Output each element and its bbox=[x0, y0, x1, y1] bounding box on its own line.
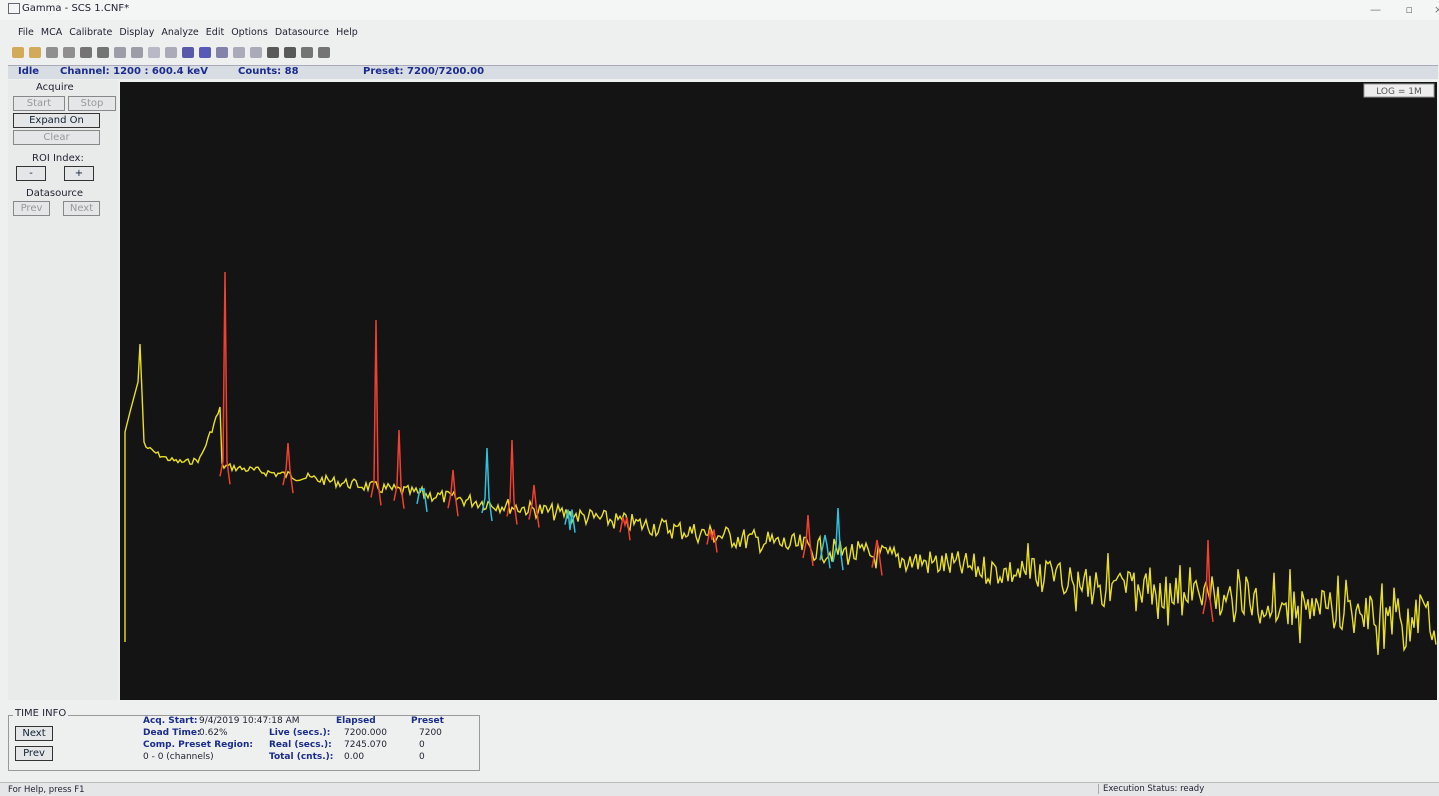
start-button[interactable]: Start bbox=[13, 96, 65, 111]
toolbar-icon[interactable] bbox=[301, 47, 313, 58]
toolbar-icon[interactable] bbox=[233, 47, 245, 58]
row-label: Real (secs.): bbox=[269, 740, 332, 750]
sidebar: Acquire Start Stop Expand On Clear ROI I… bbox=[8, 80, 118, 700]
plot-background bbox=[120, 82, 1437, 700]
dead-time-label: Dead Time: bbox=[143, 728, 201, 738]
toolbar-icon[interactable] bbox=[80, 47, 92, 58]
menu-item[interactable]: Help bbox=[336, 27, 358, 38]
time-value: 7200.000 bbox=[344, 728, 387, 738]
time-prev[interactable]: Prev bbox=[15, 746, 53, 761]
menu-item[interactable]: Edit bbox=[206, 27, 224, 38]
channels: 0 - 0 (channels) bbox=[143, 752, 214, 762]
prev-button[interactable]: Prev bbox=[13, 201, 50, 216]
toolbar-icon[interactable] bbox=[182, 47, 194, 58]
roi-minus[interactable]: - bbox=[16, 166, 46, 181]
menu-item[interactable]: Calibrate bbox=[69, 27, 112, 38]
roi-label: ROI Index: bbox=[32, 153, 84, 164]
toolbar-icon[interactable] bbox=[199, 47, 211, 58]
col-header: Elapsed bbox=[336, 716, 376, 726]
time-value: 7245.070 bbox=[344, 740, 387, 750]
acq-state: Idle bbox=[18, 66, 39, 77]
window-title: Gamma - SCS 1.CNF* bbox=[22, 3, 129, 14]
toolbar bbox=[12, 42, 412, 62]
toolbar-icon[interactable] bbox=[12, 47, 24, 58]
time-value: 7200 bbox=[419, 728, 442, 738]
row-label: Total (cnts.): bbox=[269, 752, 333, 762]
toolbar-icon[interactable] bbox=[250, 47, 262, 58]
acq-start: 9/4/2019 10:47:18 AM bbox=[199, 716, 300, 726]
toolbar-icon[interactable] bbox=[63, 47, 75, 58]
menu-bar: File MCA Calibrate Display Analyze Edit Option… bbox=[18, 27, 358, 38]
time-next[interactable]: Next bbox=[15, 726, 53, 741]
title-bar: Gamma - SCS 1.CNF* — ▫ × bbox=[0, 0, 1439, 20]
toolbar-icon[interactable] bbox=[318, 47, 330, 58]
toolbar-icon[interactable] bbox=[165, 47, 177, 58]
time-value: 0 bbox=[419, 740, 425, 750]
roi-plus[interactable]: + bbox=[64, 166, 94, 181]
toolbar-icon[interactable] bbox=[114, 47, 126, 58]
acquire-label: Acquire bbox=[36, 82, 74, 93]
toolbar-icon[interactable] bbox=[29, 47, 41, 58]
time-value: 0 bbox=[419, 752, 425, 762]
menu-item[interactable]: MCA bbox=[41, 27, 62, 38]
channel-readout: Channel: 1200 : 600.4 keV bbox=[60, 66, 208, 77]
menu-item[interactable]: File bbox=[18, 27, 34, 38]
toolbar-icon[interactable] bbox=[148, 47, 160, 58]
next-button[interactable]: Next bbox=[63, 201, 100, 216]
toolbar-icon[interactable] bbox=[46, 47, 58, 58]
dead-time: 0.62% bbox=[199, 728, 228, 738]
page: {"window":{"title":"Gamma - SCS 1.CNF*"}… bbox=[0, 0, 1439, 795]
datasource-label: Datasource bbox=[26, 188, 83, 199]
app-window: Gamma - SCS 1.CNF* — ▫ × File MCA Calibrat… bbox=[0, 0, 1439, 795]
menu-item[interactable]: Display bbox=[119, 27, 154, 38]
toolbar-icon[interactable] bbox=[97, 47, 109, 58]
time-value: 0.00 bbox=[344, 752, 364, 762]
app-icon bbox=[8, 3, 20, 14]
window-controls: — ▫ × bbox=[1370, 3, 1439, 16]
col-header: Preset bbox=[411, 716, 444, 726]
toolbar-icon[interactable] bbox=[216, 47, 228, 58]
toolbar-icon[interactable] bbox=[284, 47, 296, 58]
toolbar-icon[interactable] bbox=[267, 47, 279, 58]
row-label: Live (secs.): bbox=[269, 728, 330, 738]
comp-preset-label: Comp. Preset Region: bbox=[143, 740, 253, 750]
footer: For Help, press F1 Execution Status: rea… bbox=[0, 782, 1439, 796]
stop-button[interactable]: Stop bbox=[68, 96, 116, 111]
preset-readout: Preset: 7200/7200.00 bbox=[363, 66, 484, 77]
time-info-title: TIME INFO bbox=[13, 708, 68, 719]
menu-item[interactable]: Analyze bbox=[161, 27, 198, 38]
acq-start-label: Acq. Start: bbox=[143, 716, 198, 726]
status-line: Idle Channel: 1200 : 600.4 keV Counts: 8… bbox=[8, 65, 1438, 79]
clear-button[interactable]: Clear bbox=[13, 130, 100, 145]
help-hint: For Help, press F1 bbox=[8, 785, 85, 795]
toolbar-icon[interactable] bbox=[131, 47, 143, 58]
time-info-panel: TIME INFO Next Prev Acq. Start: 9/4/2019… bbox=[8, 715, 480, 771]
expand-button[interactable]: Expand On bbox=[13, 113, 100, 128]
menu-item[interactable]: Options bbox=[231, 27, 268, 38]
execution-status: Execution Status: ready bbox=[1098, 784, 1204, 794]
spectrum-plot: LOG = 1M bbox=[120, 82, 1437, 700]
menu-item[interactable]: Datasource bbox=[275, 27, 329, 38]
scale-label: LOG = 1M bbox=[1376, 87, 1422, 97]
counts-readout: Counts: 88 bbox=[238, 66, 299, 77]
